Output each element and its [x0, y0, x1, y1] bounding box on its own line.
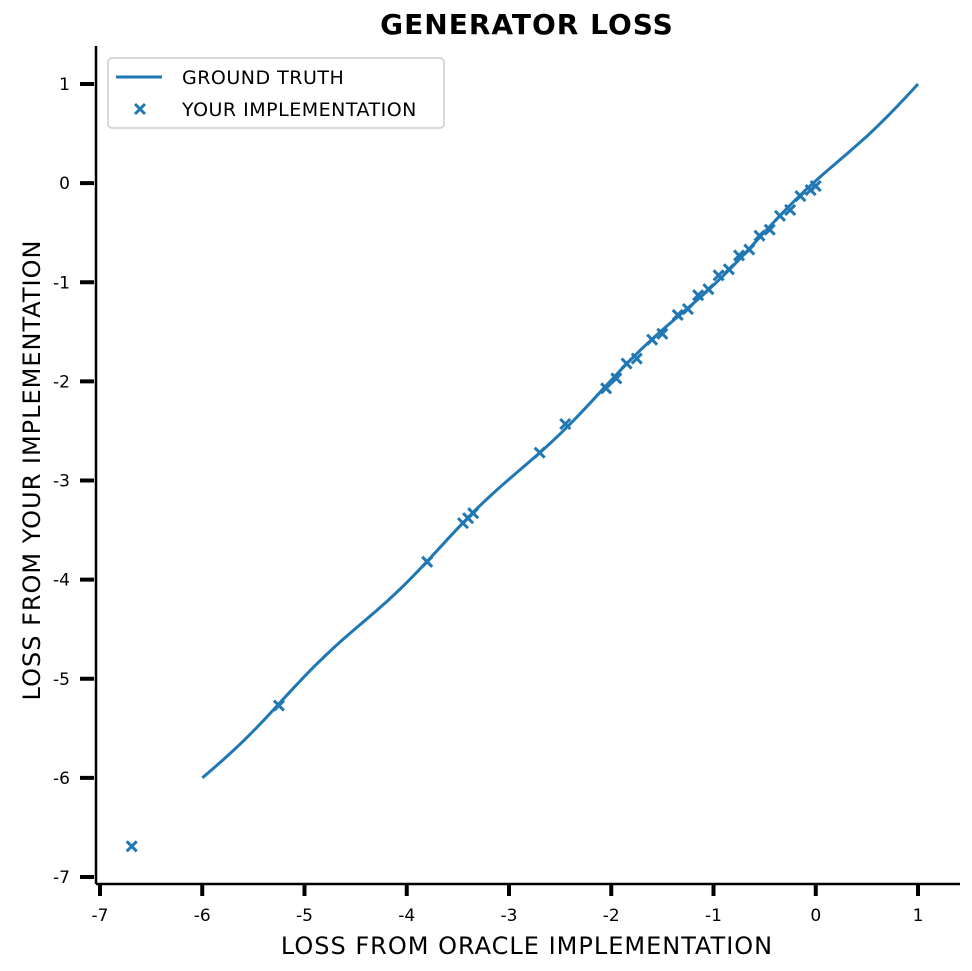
- plot-series: [125, 82, 920, 853]
- legend: GROUND TRUTH YOUR IMPLEMENTATION: [107, 57, 445, 129]
- y-tick-label: 1: [59, 75, 70, 95]
- y-ticks: 1 0 -1 -2 -3 -4 -5 -6 -7: [53, 75, 94, 888]
- y-tick-label: -3: [53, 472, 70, 492]
- scatter-point: [681, 302, 694, 316]
- y-tick-label: -1: [53, 273, 70, 293]
- x-ticks: -7 -6 -5 -4 -3 -2 -1 0 1: [92, 884, 924, 926]
- scatter-point: [272, 699, 285, 712]
- scatter-point: [646, 333, 659, 346]
- scatter-point: [559, 417, 572, 431]
- scatter-point: [763, 223, 776, 236]
- x-tick-label: -5: [296, 906, 313, 926]
- scatter-point: [692, 289, 705, 302]
- x-tick-label: -1: [705, 906, 722, 926]
- legend-label-ground-truth: GROUND TRUTH: [182, 67, 344, 89]
- scatter-point: [630, 352, 643, 365]
- legend-label-your-implementation: YOUR IMPLEMENTATION: [181, 99, 417, 121]
- y-tick-label: 0: [59, 174, 70, 194]
- scatter-point: [784, 203, 797, 216]
- x-tick-label: 0: [810, 906, 821, 926]
- y-tick-label: -4: [53, 571, 70, 591]
- scatter-point: [656, 327, 669, 340]
- scatter-point: [467, 507, 480, 520]
- x-tick-label: -3: [501, 906, 518, 926]
- x-tick-label: -4: [398, 906, 415, 926]
- scatter-point: [620, 357, 633, 370]
- scatter-point: [610, 372, 623, 385]
- scatter-point: [773, 209, 787, 222]
- y-axis-label: LOSS FROM YOUR IMPLEMENTATION: [18, 240, 46, 701]
- scatter-point: [743, 243, 756, 256]
- y-tick-label: -7: [53, 868, 70, 888]
- y-tick-label: -5: [53, 670, 70, 690]
- legend-marker-swatch: [133, 102, 147, 116]
- x-tick-label: 1: [913, 906, 924, 926]
- scatter-point: [809, 180, 822, 193]
- scatter-point: [712, 269, 725, 282]
- scatter-point: [600, 382, 613, 395]
- y-tick-label: -6: [53, 769, 70, 789]
- x-tick-label: -7: [92, 906, 109, 926]
- scatter-point: [533, 446, 546, 459]
- legend-box: [107, 57, 445, 129]
- x-tick-label: -2: [603, 906, 620, 926]
- scatter-point: [125, 840, 138, 853]
- scatter-point: [702, 283, 715, 296]
- scatter-point: [722, 263, 735, 276]
- legend-x-marker: [133, 102, 147, 116]
- scatter-point: [794, 189, 807, 203]
- scatter-point: [753, 229, 766, 242]
- scatter-point: [671, 308, 684, 322]
- scatter-point: [733, 249, 746, 262]
- chart-title: GENERATOR LOSS: [380, 8, 674, 41]
- x-tick-label: -6: [194, 906, 211, 926]
- x-axis-label: LOSS FROM ORACLE IMPLEMENTATION: [281, 932, 773, 960]
- y-tick-label: -2: [53, 372, 70, 392]
- scatter-point: [421, 555, 434, 568]
